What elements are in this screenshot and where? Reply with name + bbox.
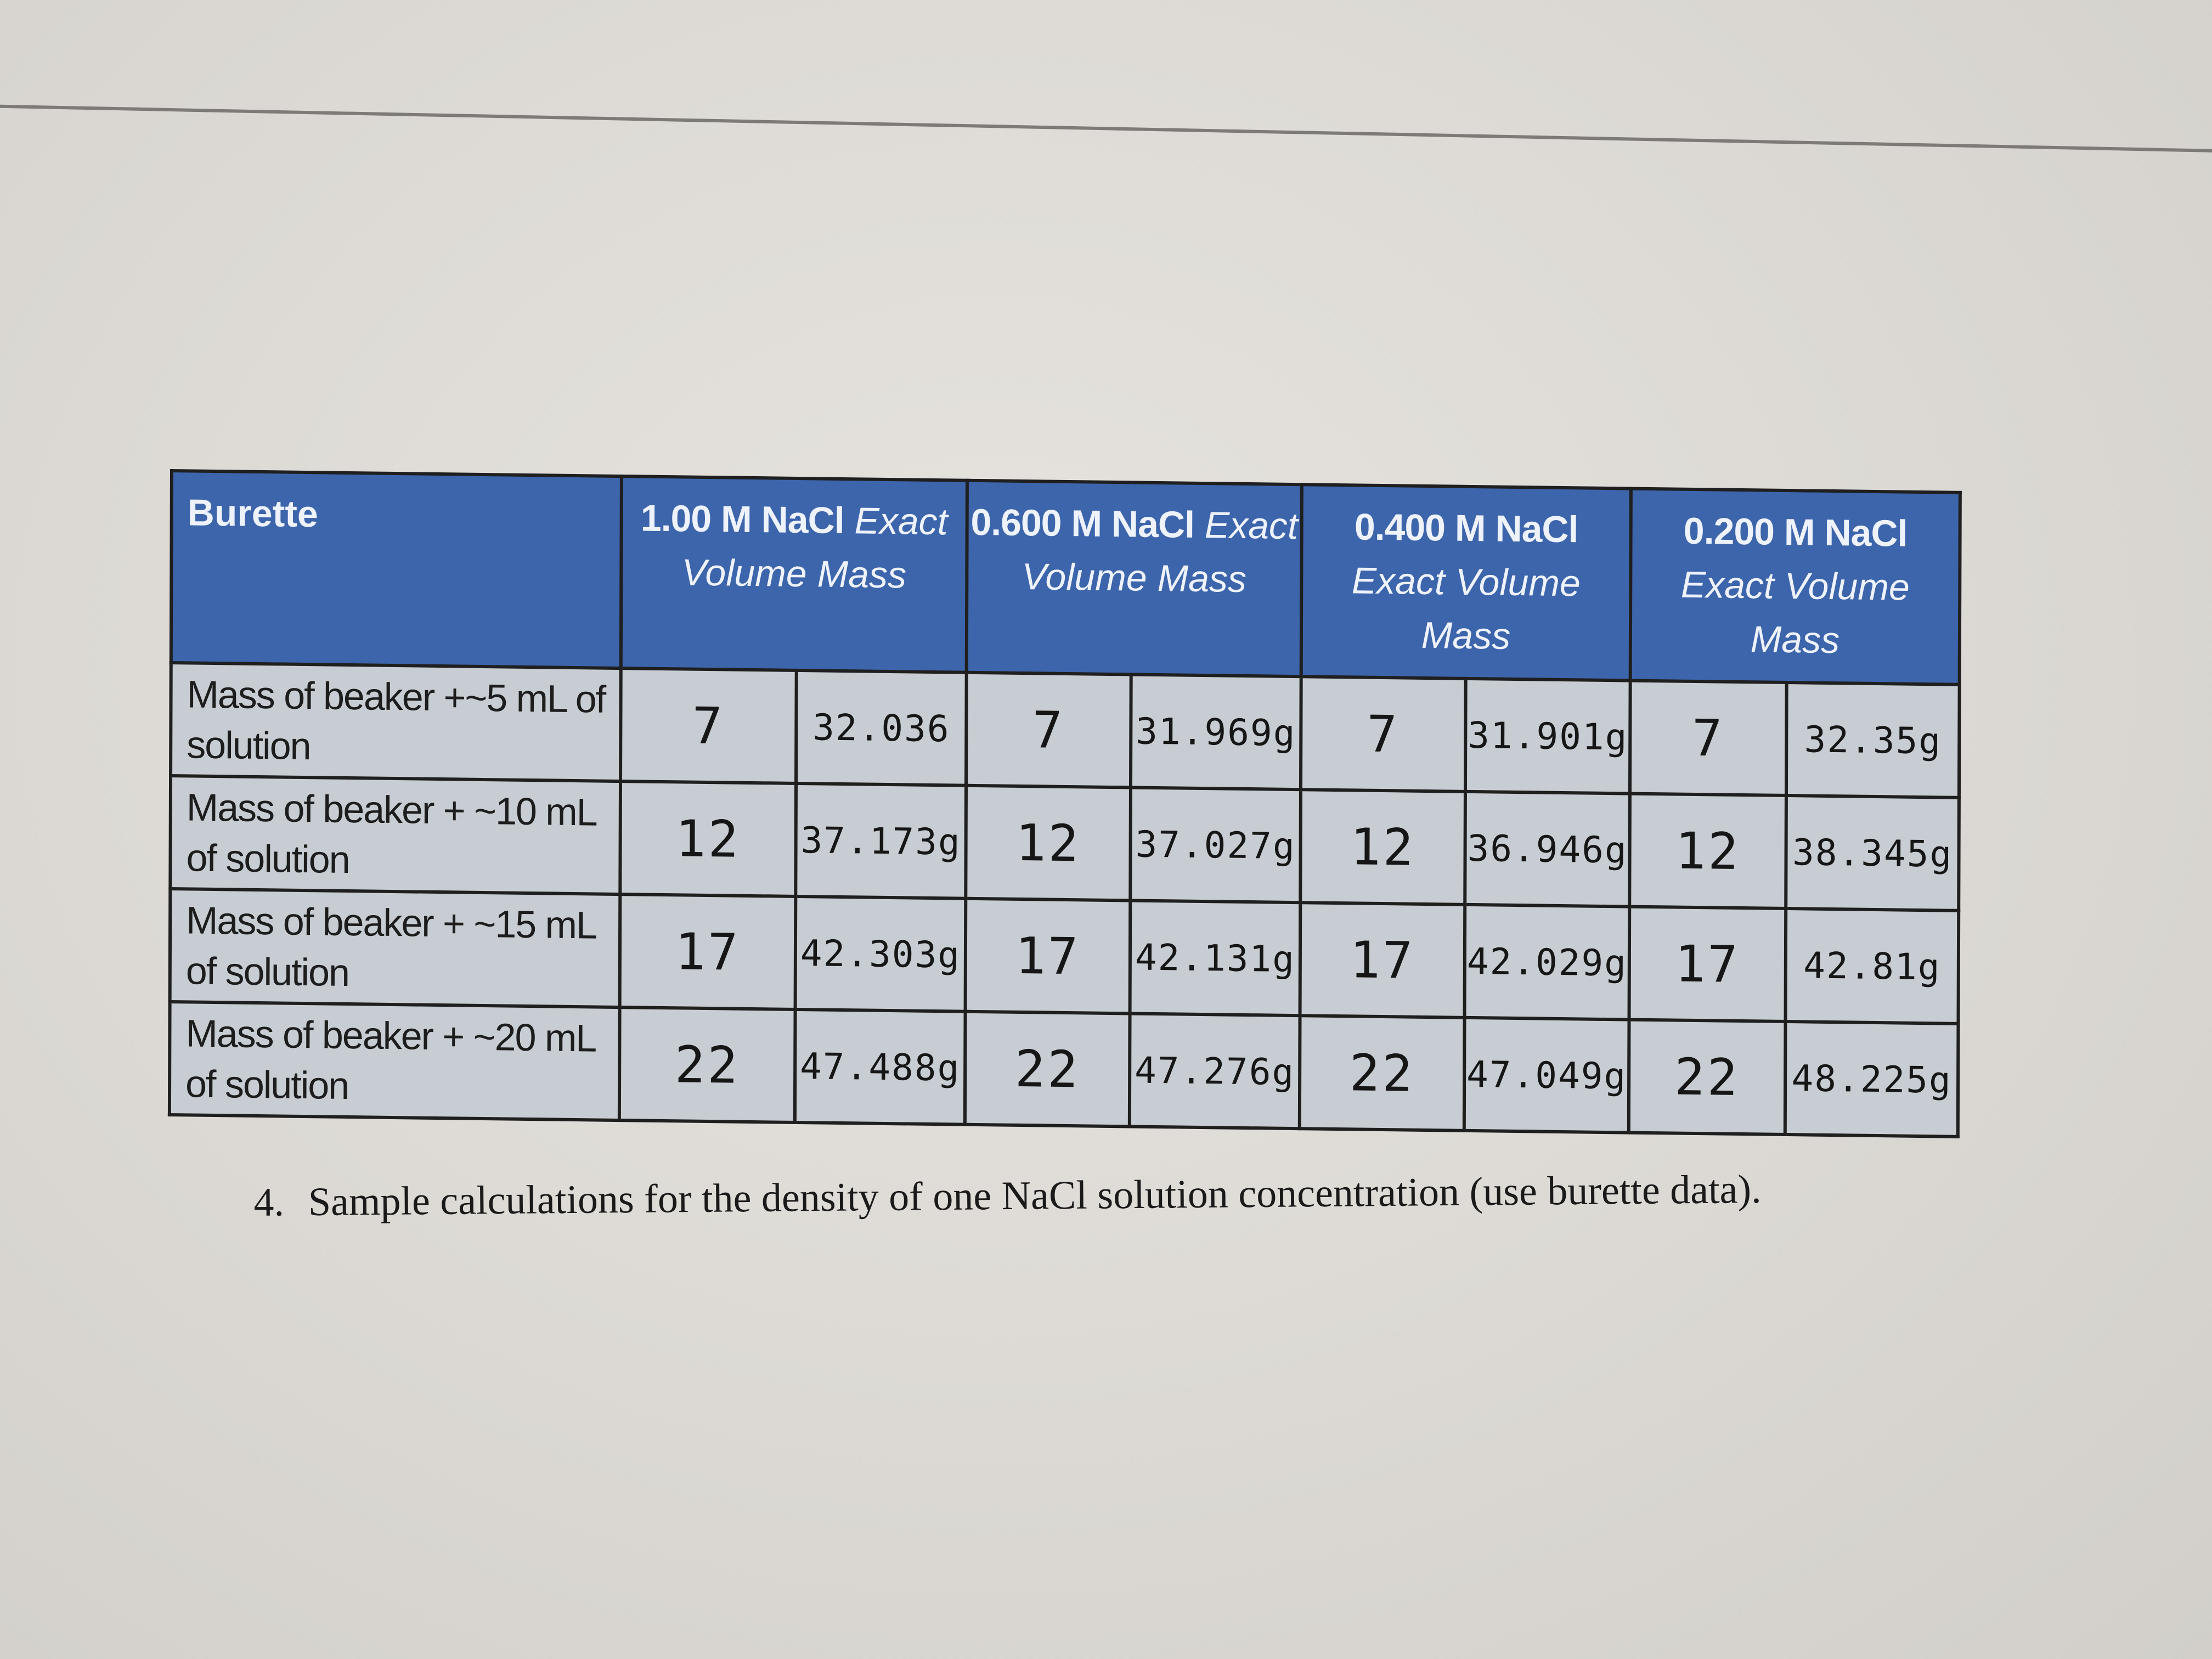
volume-cell: 7 (1629, 680, 1787, 796)
mass-cell: 31.969g (1130, 674, 1301, 790)
header-concentration: 0.400 M NaCl (1354, 506, 1578, 551)
header-col-4: 0.200 M NaCl Exact Volume Mass (1630, 488, 1960, 685)
table-row: Mass of beaker +~5 mL of solution 7 32.0… (171, 663, 1960, 798)
mass-cell: 42.81g (1785, 909, 1959, 1024)
volume-cell: 17 (619, 894, 796, 1009)
volume-cell: 7 (966, 672, 1131, 788)
mass-cell: 42.131g (1130, 900, 1301, 1016)
header-concentration: 0.600 M NaCl (970, 501, 1195, 546)
volume-cell: 17 (1300, 902, 1465, 1018)
header-caption: Exact Volume Mass (1680, 563, 1910, 662)
header-concentration: 1.00 M NaCl (640, 497, 844, 542)
burette-data-table: Burette 1.00 M NaCl Exact Volume Mass 0.… (168, 469, 1962, 1138)
header-col-1: 1.00 M NaCl Exact Volume Mass (620, 476, 967, 673)
mass-cell: 36.946g (1465, 791, 1630, 907)
volume-cell: 22 (964, 1011, 1130, 1127)
header-caption: Exact Volume Mass (1351, 560, 1581, 657)
volume-cell: 22 (1299, 1015, 1465, 1131)
volume-cell: 22 (1628, 1019, 1786, 1135)
question-4: 4. Sample calculations for the density of… (253, 1166, 1762, 1226)
table-row: Mass of beaker + ~20 mL of solution 22 4… (169, 1002, 1959, 1137)
header-concentration: 0.200 M NaCl (1683, 510, 1908, 555)
table-row: Mass of beaker + ~15 mL of solution 17 4… (170, 889, 1959, 1024)
header-burette: Burette (171, 471, 622, 669)
mass-cell: 42.029g (1464, 904, 1630, 1020)
volume-cell: 17 (965, 898, 1131, 1014)
mass-cell: 47.488g (794, 1009, 966, 1125)
mass-cell: 47.049g (1464, 1017, 1629, 1133)
mass-cell: 31.901g (1465, 678, 1630, 794)
volume-cell: 12 (1300, 789, 1465, 905)
mass-cell: 32.35g (1786, 682, 1960, 798)
burette-data-table-wrap: Burette 1.00 M NaCl Exact Volume Mass 0.… (168, 469, 1962, 1138)
table-row: Mass of beaker + ~10 mL of solution 12 3… (170, 776, 1959, 911)
top-rule-line (0, 104, 2212, 154)
question-number: 4. (253, 1180, 285, 1225)
header-col-2: 0.600 M NaCl Exact Volume Mass (966, 480, 1302, 677)
volume-cell: 7 (620, 668, 797, 783)
volume-cell: 7 (1300, 676, 1466, 792)
mass-cell: 48.225g (1785, 1022, 1959, 1137)
header-col-3: 0.400 M NaCl Exact Volume Mass (1301, 484, 1631, 681)
header-row: Burette 1.00 M NaCl Exact Volume Mass 0.… (171, 471, 1960, 685)
mass-cell: 38.345g (1786, 795, 1959, 911)
volume-cell: 17 (1629, 906, 1786, 1022)
mass-cell: 37.027g (1130, 787, 1301, 903)
row-label: Mass of beaker + ~20 mL of solution (169, 1002, 620, 1121)
volume-cell: 22 (619, 1007, 795, 1122)
volume-cell: 12 (1629, 793, 1786, 909)
row-label: Mass of beaker + ~10 mL of solution (170, 776, 621, 895)
volume-cell: 12 (620, 781, 797, 896)
row-label: Mass of beaker +~5 mL of solution (171, 663, 621, 782)
mass-cell: 47.276g (1129, 1013, 1300, 1129)
mass-cell: 32.036 (796, 670, 967, 786)
mass-cell: 42.303g (795, 896, 966, 1012)
mass-cell: 37.173g (795, 783, 966, 899)
row-label: Mass of beaker + ~15 mL of solution (170, 889, 620, 1008)
volume-cell: 12 (966, 785, 1131, 901)
question-text: Sample calculations for the density of o… (308, 1167, 1762, 1225)
